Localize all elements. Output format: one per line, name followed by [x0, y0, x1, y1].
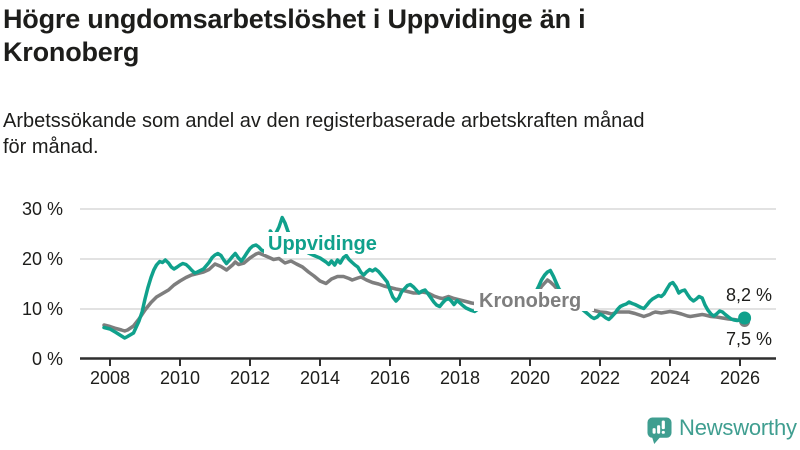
x-axis-label: 2020 [510, 368, 550, 388]
newsworthy-logo-text: Newsworthy [679, 415, 797, 440]
y-axis-label: 30 % [22, 199, 63, 219]
x-axis-label: 2022 [580, 368, 620, 388]
chart-title-line-1: Högre ungdomsarbetslöshet i Uppvidinge ä… [3, 4, 586, 34]
y-axis-label: 20 % [22, 249, 63, 269]
x-axis-label: 2018 [440, 368, 480, 388]
x-axis-label: 2014 [300, 368, 340, 388]
x-axis-label: 2024 [650, 368, 690, 388]
chart-title-line-2: Kronoberg [3, 37, 140, 67]
uppvidinge-line [102, 215, 747, 340]
series-label-halo [264, 232, 396, 254]
chart-subtitle-line-1: Arbetssökande som andel av den registerb… [3, 110, 645, 132]
y-axis-label: 0 % [32, 349, 63, 369]
newsworthy-logo-icon [647, 417, 672, 444]
series-label-uppvidinge: Uppvidinge [268, 233, 377, 255]
newsworthy-logo: Newsworthy [647, 416, 797, 446]
x-axis-label: 2008 [90, 368, 130, 388]
x-axis-label: 2026 [720, 368, 760, 388]
end-dot-uppvidinge [738, 311, 752, 325]
series-label-halo [474, 289, 594, 311]
x-axis-label: 2010 [160, 368, 200, 388]
chart-subtitle-line-2: för månad. [3, 136, 99, 158]
x-axis-label: 2016 [370, 368, 410, 388]
end-value-label-kronoberg: 7,5 % [726, 329, 772, 349]
end-value-label-uppvidinge: 8,2 % [726, 285, 772, 305]
x-axis-label: 2012 [230, 368, 270, 388]
chart-subtitle: Arbetssökande som andel av den registerb… [3, 108, 793, 160]
chart-title: Högre ungdomsarbetslöshet i Uppvidinge ä… [3, 3, 703, 69]
series-label-kronoberg: Kronoberg [479, 290, 581, 312]
y-axis-label: 10 % [22, 299, 63, 319]
